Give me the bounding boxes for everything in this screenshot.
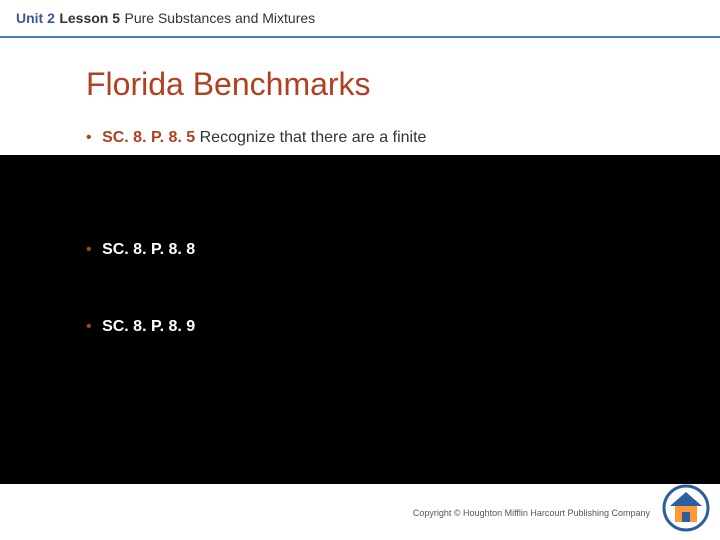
unit-label: Unit 2 [16,10,55,26]
home-icon [662,484,710,532]
benchmark-code: SC. 8. P. 8. 8 [102,241,195,258]
bullet-icon: • [86,239,92,261]
page-title: Florida Benchmarks [86,66,720,103]
title-section: Florida Benchmarks [0,38,720,121]
benchmark-code: SC. 8. P. 8. 9 [102,318,195,335]
benchmark-item: • SC. 8. P. 8. 5 Recognize that there ar… [0,121,720,155]
benchmark-code: SC. 8. P. 8. 5 [102,129,195,146]
spacer [0,268,720,310]
copyright-text: Copyright © Houghton Mifflin Harcourt Pu… [413,508,650,518]
benchmark-item: • SC. 8. P. 8. 9 [0,310,720,344]
home-button[interactable] [662,484,710,532]
lesson-label: Lesson 5 [59,10,120,26]
benchmark-text: Recognize that there are a finite [200,129,427,146]
benchmark-item: • SC. 8. P. 8. 8 [0,233,720,267]
content-area: • SC. 8. P. 8. 5 Recognize that there ar… [0,121,720,344]
slide-footer: Copyright © Houghton Mifflin Harcourt Pu… [0,484,720,540]
bullet-icon: • [86,316,92,338]
slide-header: Unit 2 Lesson 5 Pure Substances and Mixt… [0,0,720,38]
bullet-icon: • [86,127,92,149]
spacer [0,155,720,233]
lesson-title: Pure Substances and Mixtures [125,10,316,26]
